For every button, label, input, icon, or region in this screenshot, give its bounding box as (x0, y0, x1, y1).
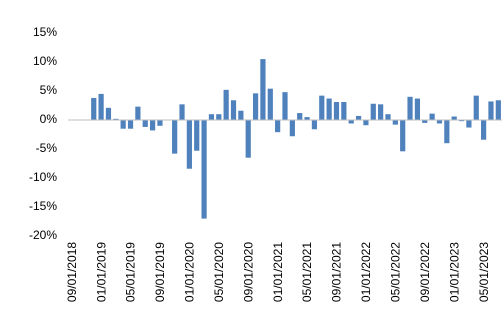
bar (304, 117, 310, 120)
bar (414, 98, 421, 120)
x-tick-label: 05/01/2020 (212, 242, 226, 302)
x-tick-label: 09/01/2021 (330, 242, 344, 302)
x-tick-label: 05/01/2022 (389, 242, 403, 302)
bar (444, 120, 450, 144)
bar (348, 120, 354, 124)
bar (260, 59, 266, 120)
bar (267, 88, 273, 120)
bar (488, 101, 494, 120)
bar (105, 107, 112, 120)
x-tick-label: 01/01/2022 (359, 242, 373, 302)
bar (252, 93, 259, 120)
bar (149, 120, 156, 131)
bar (91, 97, 97, 120)
bar (275, 120, 281, 133)
bar (135, 106, 141, 120)
bar (120, 120, 126, 129)
bar (223, 89, 229, 120)
bar (333, 102, 340, 120)
bar (282, 92, 288, 120)
x-tick-label: 09/01/2018 (65, 242, 79, 302)
x-tick-label: 01/01/2021 (271, 242, 285, 302)
bar (436, 120, 443, 124)
bar (400, 120, 406, 152)
bar (378, 104, 384, 120)
bar (363, 120, 369, 126)
bar (422, 120, 428, 123)
bar (98, 93, 104, 120)
bar (194, 120, 200, 151)
bar (297, 113, 303, 120)
x-tick-label: 05/01/2021 (300, 242, 314, 302)
bar (473, 95, 479, 120)
bar (113, 118, 119, 120)
x-tick-label: 09/01/2019 (153, 242, 167, 302)
x-tick-label: 01/01/2019 (94, 242, 108, 302)
bar (385, 114, 391, 120)
y-tick-label: 10% (33, 54, 57, 68)
y-tick-label: -15% (29, 199, 57, 213)
bar (179, 104, 185, 120)
x-tick-label: 01/01/2020 (183, 242, 197, 302)
bar (216, 114, 222, 120)
x-tick-label: 05/01/2019 (124, 242, 138, 302)
bar (326, 98, 332, 120)
y-tick-label: 15% (33, 25, 57, 39)
bar (230, 100, 237, 120)
bar (289, 120, 295, 137)
bar (355, 115, 362, 120)
y-tick-label: -5% (36, 141, 58, 155)
bar (238, 110, 244, 120)
y-tick-label: -20% (29, 228, 57, 242)
bar (466, 120, 472, 128)
bar (208, 114, 215, 120)
x-tick-label: 09/01/2022 (418, 242, 432, 302)
bar (407, 96, 413, 120)
y-tick-label: -10% (29, 170, 57, 184)
bar (311, 120, 318, 130)
bar (319, 95, 325, 120)
bar (341, 102, 347, 120)
y-tick-label: 5% (40, 83, 58, 97)
x-tick-label: 05/01/2023 (477, 242, 491, 302)
bar (245, 120, 251, 158)
bar (392, 120, 398, 125)
bar (127, 120, 134, 129)
bar (186, 120, 192, 169)
bar (429, 113, 435, 120)
bar (142, 120, 148, 127)
bar (458, 120, 465, 122)
bar (370, 103, 376, 120)
bar (201, 120, 207, 219)
bar (172, 120, 178, 154)
x-tick-label: 01/01/2023 (447, 242, 461, 302)
bar (481, 120, 487, 140)
bar (157, 120, 163, 126)
y-tick-label: 0% (40, 112, 58, 126)
bar (451, 116, 457, 120)
x-tick-label: 09/01/2020 (241, 242, 255, 302)
bar (495, 100, 501, 120)
